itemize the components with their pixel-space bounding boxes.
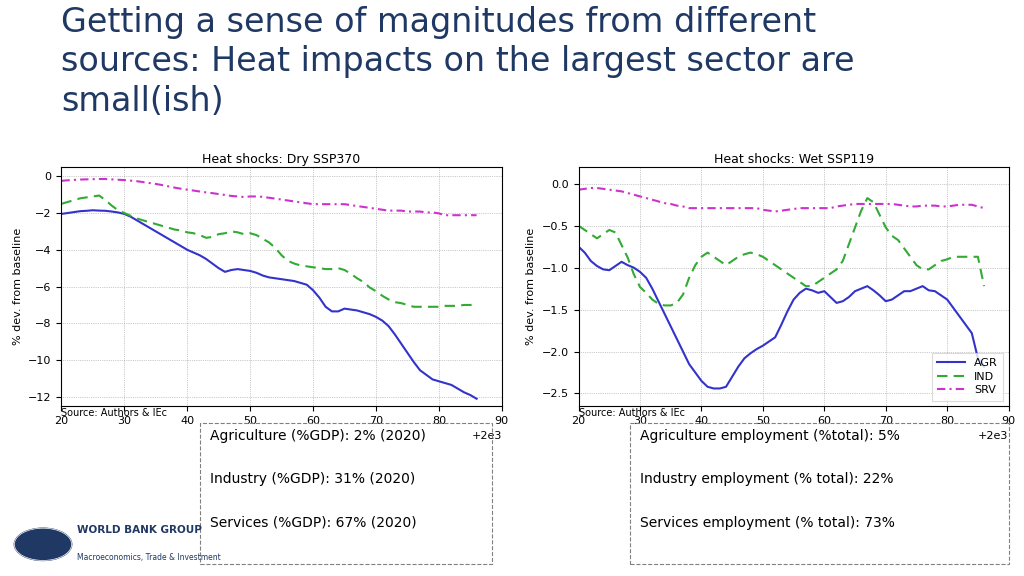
Text: Macroeconomics, Trade & Investment: Macroeconomics, Trade & Investment [77,552,220,562]
Text: Source: Authors & IEc: Source: Authors & IEc [579,408,685,418]
Text: Industry employment (% total): 22%: Industry employment (% total): 22% [640,472,894,486]
Text: +2e3: +2e3 [471,431,502,441]
Y-axis label: % dev. from baseline: % dev. from baseline [12,228,23,345]
Text: Agriculture employment (%total): 5%: Agriculture employment (%total): 5% [640,429,900,443]
Text: Industry (%GDP): 31% (2020): Industry (%GDP): 31% (2020) [210,472,415,486]
Title: Heat shocks: Wet SSP119: Heat shocks: Wet SSP119 [714,153,873,166]
Title: Heat shocks: Dry SSP370: Heat shocks: Dry SSP370 [203,153,360,166]
Text: Source: Authors & IEc: Source: Authors & IEc [61,408,168,418]
Legend: AGR, IND, SRV: AGR, IND, SRV [932,353,1004,400]
Text: WORLD BANK GROUP: WORLD BANK GROUP [77,525,202,535]
Text: Services (%GDP): 67% (2020): Services (%GDP): 67% (2020) [210,516,417,529]
Text: Services employment (% total): 73%: Services employment (% total): 73% [640,516,895,529]
Text: Getting a sense of magnitudes from different
sources: Heat impacts on the larges: Getting a sense of magnitudes from diffe… [61,6,855,118]
Y-axis label: % dev. from baseline: % dev. from baseline [526,228,537,345]
Text: Agriculture (%GDP): 2% (2020): Agriculture (%GDP): 2% (2020) [210,429,426,443]
Text: +2e3: +2e3 [978,431,1009,441]
